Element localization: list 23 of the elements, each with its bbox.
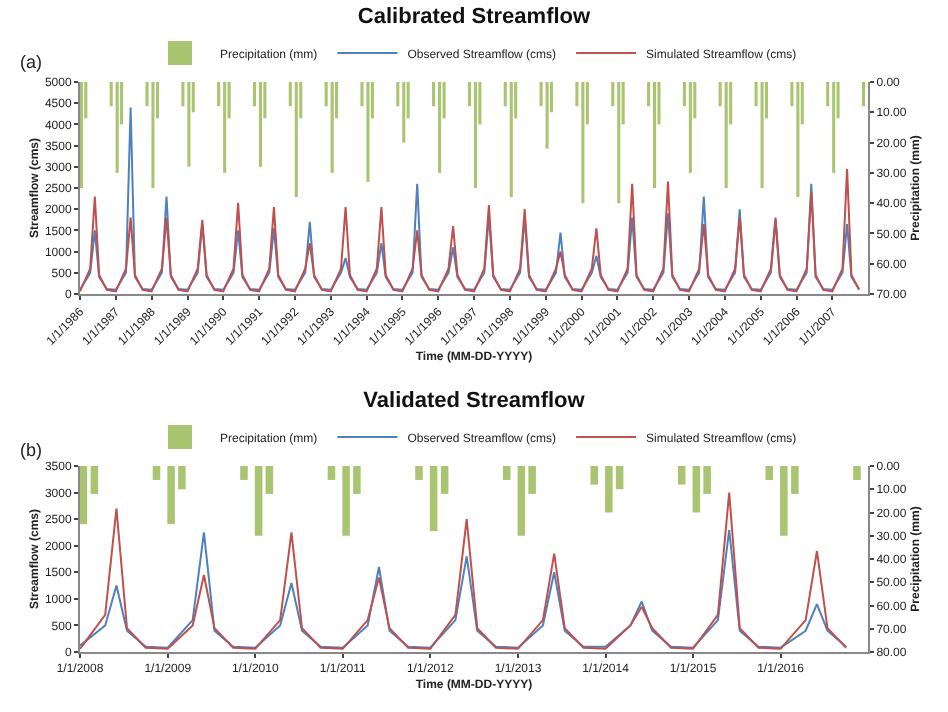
- bar: [240, 466, 248, 480]
- bar: [502, 466, 511, 480]
- bar: [429, 466, 438, 532]
- line-series: [80, 491, 848, 650]
- bar: [80, 466, 88, 525]
- bar: [440, 466, 449, 494]
- bar: [677, 466, 686, 485]
- bar: [590, 466, 598, 485]
- bar: [765, 466, 773, 480]
- bar: [90, 466, 99, 494]
- line-series: [80, 167, 861, 293]
- line-series: [80, 106, 861, 291]
- bar: [415, 466, 423, 480]
- bar: [853, 466, 861, 480]
- bar: [265, 466, 274, 494]
- bar: [327, 466, 336, 480]
- text: (a): [20, 52, 42, 72]
- text: (b): [20, 440, 42, 460]
- line-series: [80, 528, 848, 649]
- chart-title: Validated Streamflow: [363, 389, 586, 414]
- bar: [152, 466, 161, 480]
- chart-title: Calibrated Streamflow: [357, 5, 592, 30]
- bar: [254, 466, 263, 536]
